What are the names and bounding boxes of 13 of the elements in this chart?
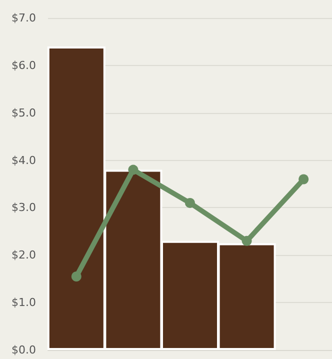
y-tick-label: $4.0 xyxy=(12,154,36,167)
point xyxy=(298,174,309,184)
point xyxy=(128,164,138,175)
y-tick-label: $0.0 xyxy=(12,344,36,356)
point xyxy=(185,198,195,208)
point xyxy=(71,271,82,282)
y-tick-label: $6.0 xyxy=(12,58,36,72)
y-tick-label: $7.0 xyxy=(12,12,36,24)
point xyxy=(242,236,252,246)
y-tick-label: $3.0 xyxy=(12,201,36,214)
y-tick-label: $1.0 xyxy=(12,296,36,310)
y-tick-label: $5.0 xyxy=(12,106,36,120)
y-tick-label: $2.0 xyxy=(12,248,36,262)
